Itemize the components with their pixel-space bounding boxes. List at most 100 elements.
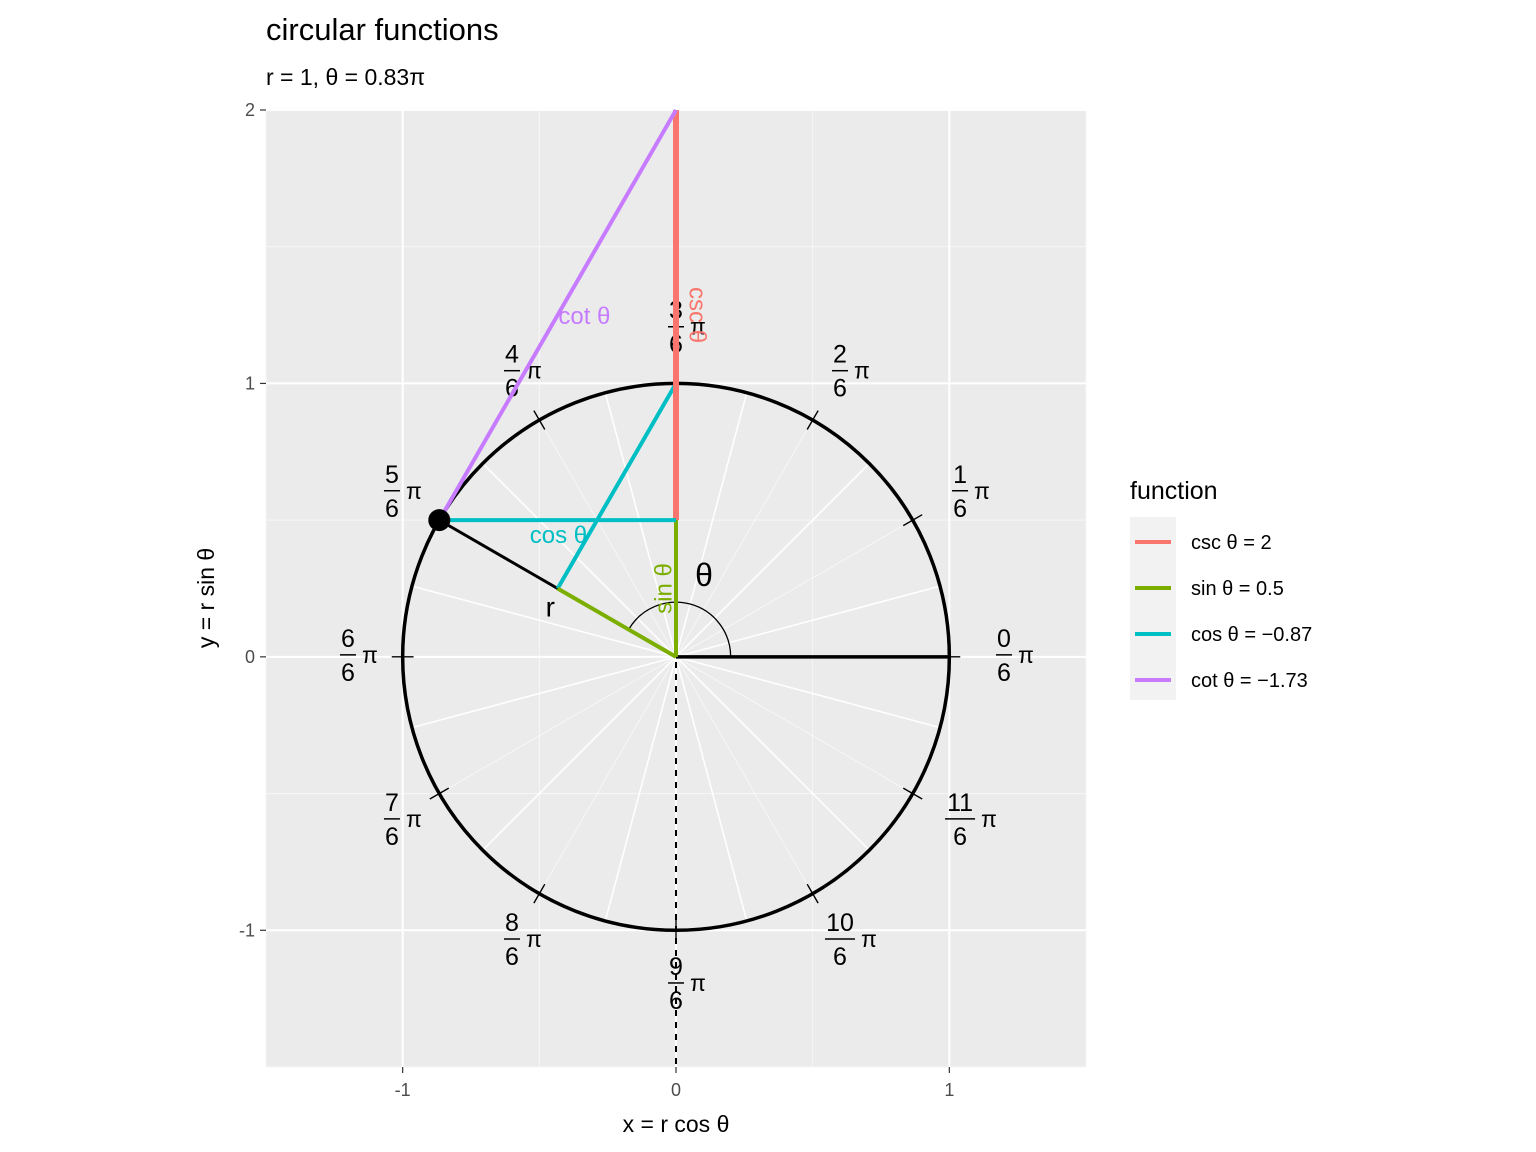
angle-label-pi: π <box>526 358 542 384</box>
angle-label-11: 11 6π <box>945 789 997 851</box>
angle-label-pi: π <box>690 970 706 996</box>
radial-guide <box>439 656 677 794</box>
series-label-0: csc θ <box>684 287 711 343</box>
radial-guide <box>675 462 870 658</box>
angle-label-6: 6 6π <box>340 625 378 687</box>
radial-guide <box>604 392 677 658</box>
legend-title: function <box>1130 477 1218 505</box>
radial-guide <box>675 656 748 922</box>
y-tick-label: 1 <box>245 373 255 393</box>
series-label-3: cot θ <box>558 303 610 330</box>
angle-label-denominator: 6 <box>997 659 1011 687</box>
radial-guide <box>538 656 677 894</box>
angle-label-numerator: 6 <box>341 625 355 653</box>
radius-label: r <box>546 591 555 622</box>
angle-label-pi: π <box>1018 642 1034 668</box>
radial-guide <box>675 519 913 658</box>
angle-label-4: 4 6π <box>504 341 542 403</box>
radial-guide <box>482 656 677 851</box>
angle-label-denominator: 6 <box>833 375 847 403</box>
legend-label-2: cos θ = −0.87 <box>1191 624 1312 646</box>
angle-label-numerator: 8 <box>505 909 519 937</box>
angle-label-denominator: 6 <box>385 823 399 851</box>
angle-label-pi: π <box>690 314 706 340</box>
angle-label-pi: π <box>406 478 422 504</box>
angle-label-1: 1 6π <box>952 461 990 523</box>
radial-guide <box>604 656 677 922</box>
x-tick-label: 0 <box>671 1080 681 1100</box>
angle-tick-mark <box>533 883 546 904</box>
sin-radius-segment <box>556 586 678 659</box>
legend-label-1: sin θ = 0.5 <box>1191 578 1284 600</box>
angle-label-10: 10 6π <box>825 909 877 971</box>
angle-label-pi: π <box>981 806 997 832</box>
angle-label-numerator: 1 <box>953 461 967 489</box>
series-label-2: cos θ <box>530 522 587 549</box>
y-axis-title: y = r sin θ <box>193 548 219 648</box>
chart-subtitle: r = 1, θ = 0.83π <box>266 64 425 90</box>
angle-label-denominator: 6 <box>385 495 399 523</box>
chart-title: circular functions <box>266 12 499 47</box>
angle-tick-mark <box>902 514 923 527</box>
angle-label-pi: π <box>974 478 990 504</box>
angle-tick-mark <box>533 410 546 430</box>
angle-label-denominator: 6 <box>505 375 519 403</box>
radial-guide <box>411 656 677 729</box>
legend: function csc θ = 2 sin θ = 0.5 cos θ = −0.… <box>1130 477 1312 700</box>
angle-label-pi: π <box>861 926 877 952</box>
radial-guide <box>482 462 677 658</box>
angle-label-denominator: 6 <box>505 943 519 971</box>
angle-label-denominator: 6 <box>953 495 967 523</box>
radial-guide <box>675 585 941 658</box>
radial-guide <box>675 656 870 851</box>
angle-tick-mark <box>902 787 923 800</box>
angle-label-2: 2 6π <box>832 341 870 403</box>
y-tick-label: 0 <box>245 647 255 667</box>
theta-label: θ <box>695 557 713 593</box>
angle-label-pi: π <box>362 642 378 668</box>
angle-label-9: 9 6π <box>668 953 706 1015</box>
radial-guide <box>411 585 677 658</box>
legend-key-background <box>1130 517 1176 700</box>
legend-label-0: csc θ = 2 <box>1191 532 1272 554</box>
angle-label-numerator: 5 <box>385 461 399 489</box>
theta-point <box>428 509 451 532</box>
angle-label-numerator: 9 <box>669 953 683 981</box>
angle-label-numerator: 11 <box>947 789 973 817</box>
legend-label-3: cot θ = −1.73 <box>1191 670 1308 692</box>
angle-label-numerator: 4 <box>505 341 519 369</box>
angle-label-pi: π <box>526 926 542 952</box>
angle-label-numerator: 2 <box>833 341 847 369</box>
angle-label-0: 0 6π <box>996 625 1034 687</box>
angle-label-pi: π <box>854 358 870 384</box>
cos-diagonal-segment <box>555 382 678 590</box>
angle-label-8: 8 6π <box>504 909 542 971</box>
radial-guide <box>675 419 814 658</box>
angle-label-numerator: 7 <box>385 789 399 817</box>
angle-label-denominator: 6 <box>669 987 683 1015</box>
angle-tick-mark <box>806 883 819 904</box>
theta-arc <box>628 601 732 657</box>
radial-guide <box>675 656 913 794</box>
plot-panel: 06π16π26π36π46π56π66π76π86π96π106π116πθr… <box>265 109 1087 1068</box>
radial-guide <box>538 419 677 658</box>
radial-guide <box>675 392 748 658</box>
angle-label-pi: π <box>406 806 422 832</box>
angle-label-denominator: 6 <box>341 659 355 687</box>
angle-label-numerator: 10 <box>826 909 854 937</box>
x-axis-title: x = r cos θ <box>623 1111 730 1137</box>
x-tick-label: -1 <box>395 1080 411 1100</box>
series-line-3 <box>437 109 678 522</box>
angle-label-5: 5 6π <box>383 461 422 523</box>
angle-tick-mark <box>429 787 450 800</box>
angle-label-denominator: 6 <box>953 823 967 851</box>
y-tick-label: -1 <box>239 920 255 940</box>
angle-label-denominator: 6 <box>833 943 847 971</box>
radial-guide <box>675 656 941 729</box>
angle-label-numerator: 0 <box>997 625 1011 653</box>
angle-label-7: 7 6π <box>383 789 422 851</box>
y-tick-label: 2 <box>245 100 255 120</box>
angle-tick-mark <box>806 410 819 430</box>
radial-guide <box>675 656 814 894</box>
